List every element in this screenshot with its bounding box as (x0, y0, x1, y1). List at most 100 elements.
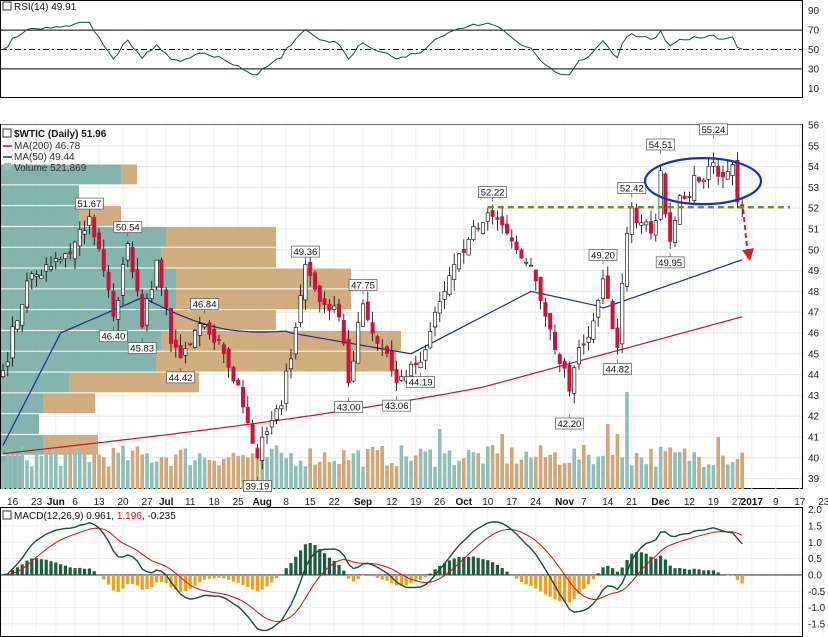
candle-body (336, 303, 341, 318)
volume-bar (510, 447, 514, 489)
volume-bar (322, 452, 327, 489)
macd-histogram-bar (63, 565, 67, 575)
macd-histogram-bar (217, 574, 221, 578)
price-axis-tick-label: 39 (808, 474, 820, 485)
volume-profile-bar-green (1, 414, 39, 434)
annotation-label: 44.42 (169, 373, 193, 384)
candle-body (447, 275, 452, 295)
candle (264, 426, 269, 445)
price-axis-tick-label: 53 (808, 183, 820, 194)
candle-body (418, 361, 423, 368)
x-axis-tick-label: 12 (386, 497, 398, 508)
volume-bar (697, 456, 701, 489)
candle (648, 210, 653, 240)
candle-body (298, 295, 303, 323)
volume-bar (385, 465, 389, 489)
volume-bar (553, 452, 557, 489)
volume-bar (337, 463, 341, 489)
macd-histogram-bar (625, 560, 629, 575)
volume-profile-bar-green (1, 393, 43, 414)
volume-bar (543, 457, 548, 489)
candle-body (476, 227, 481, 230)
macd-histogram-bar (515, 574, 519, 579)
candle-body (701, 179, 706, 183)
macd-histogram-bar (78, 567, 82, 575)
candle (644, 219, 649, 232)
candle-body (591, 320, 596, 340)
x-axis-tick-label: 18 (209, 497, 221, 508)
volume-bar (610, 455, 615, 489)
volume-bar (361, 466, 365, 489)
volume-bar (452, 465, 456, 489)
candle (730, 160, 735, 186)
annotation-label: 42.20 (558, 419, 582, 430)
macd-histogram-bar (543, 574, 547, 595)
macd-histogram-bar (659, 555, 663, 575)
candle (452, 253, 457, 291)
candle (97, 228, 102, 252)
macd-axis-tick-label: 1.5 (808, 521, 822, 532)
candle (408, 361, 413, 379)
macd-histogram-bar (414, 574, 418, 582)
x-axis-tick-label: 27 (141, 497, 153, 508)
candle-body (380, 348, 385, 350)
volume-profile-bar-tan (121, 164, 137, 185)
macd-histogram-bar (731, 574, 735, 576)
volume-bar (140, 454, 144, 489)
candle (624, 226, 629, 292)
candle (476, 222, 481, 232)
candle (471, 219, 476, 242)
annotation-label: 43.06 (385, 401, 409, 412)
macd-histogram-bar (222, 574, 226, 579)
candle-body (720, 172, 725, 178)
x-axis-tick-label: 24 (530, 497, 542, 508)
volume-bar (519, 459, 524, 489)
macd-histogram-bar (601, 567, 605, 575)
annotation-box (382, 399, 411, 412)
candle (356, 312, 361, 364)
volume-bar (116, 452, 120, 489)
candle-body (504, 223, 509, 234)
volume-bar (591, 464, 596, 489)
candle-body (24, 280, 29, 308)
candle-body (0, 370, 6, 377)
candle (53, 252, 58, 270)
candle-body (672, 220, 677, 243)
price-axis-tick-label: 52 (808, 204, 820, 215)
macd-histogram-bar (73, 568, 77, 575)
macd-histogram-bar (711, 570, 715, 575)
candle-body (682, 195, 687, 199)
candle (610, 298, 615, 330)
candle-body (130, 247, 135, 273)
volume-bar (457, 460, 461, 489)
x-axis-tick-label: 19 (708, 497, 720, 508)
macd-histogram-bar (351, 574, 355, 582)
legend-ma200: MA(200) 46.78 (14, 141, 81, 152)
volume-bar (34, 450, 39, 489)
candle-body (207, 322, 212, 335)
macd-histogram-bar (558, 574, 562, 602)
volume-bar (486, 446, 490, 489)
x-axis-tick-label: 27 (732, 497, 744, 508)
annotation-box (166, 371, 195, 384)
macd-icon (2, 510, 12, 520)
annotation-box (348, 279, 378, 291)
candle (495, 210, 500, 231)
candle-body (615, 327, 620, 348)
macd-histogram-bar (687, 569, 691, 575)
macd-histogram-bar (126, 574, 130, 585)
macd-histogram-bar (87, 568, 91, 575)
volume-bar (538, 445, 543, 489)
candle-body (284, 370, 289, 404)
candle-body (145, 298, 150, 326)
candle-body (605, 275, 610, 299)
candle-body (351, 360, 356, 382)
volume-bar (78, 452, 82, 489)
macd-signal-value: 1.196 (117, 511, 142, 522)
macd-histogram-bar (692, 568, 696, 575)
candle (145, 292, 150, 332)
price-axis-tick-label: 51 (808, 225, 820, 236)
volume-bar (97, 454, 101, 489)
candle-body (576, 347, 581, 365)
candle-body (610, 300, 615, 330)
